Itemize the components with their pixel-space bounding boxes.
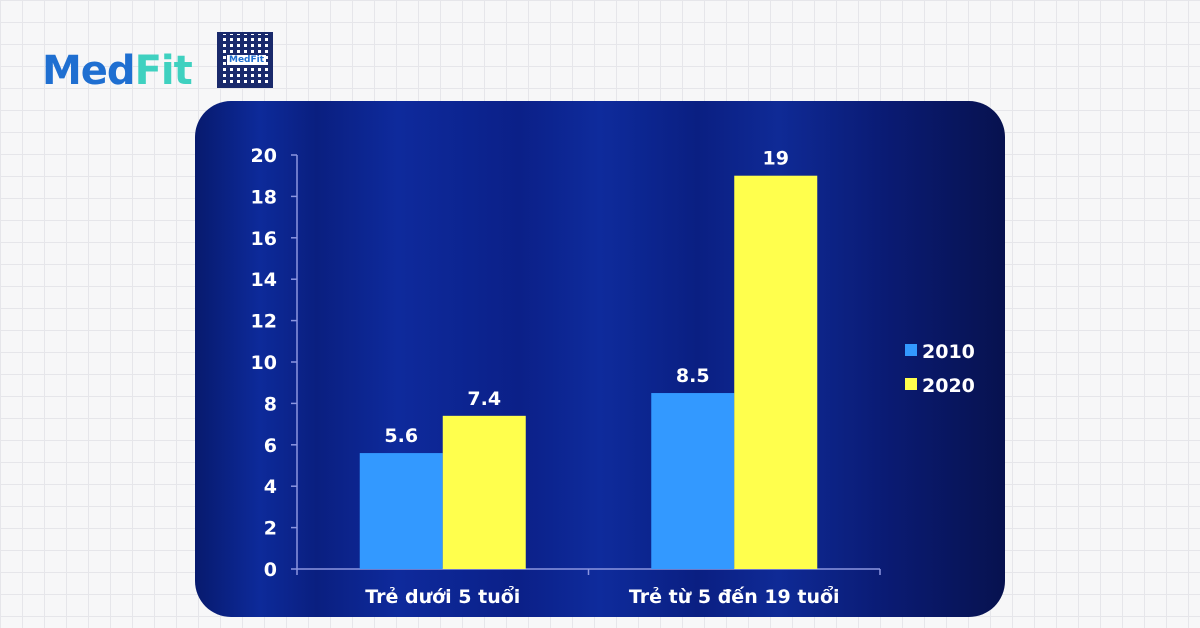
y-tick-label: 20 (251, 145, 277, 167)
y-tick-label: 12 (251, 311, 277, 333)
bar-chart: 0 2 4 6 8 10 12 14 16 18 20 5.6 7.4 Trẻ dưới 5 tuổi 8.… (251, 145, 975, 608)
logo-text-fit: Fit (134, 48, 193, 94)
legend-swatch (905, 344, 917, 356)
bar-2020 (442, 415, 526, 569)
data-label: 5.6 (384, 425, 418, 447)
bar-2010 (651, 393, 735, 569)
y-tick-label: 16 (251, 228, 277, 250)
x-category-label: Trẻ từ 5 đến 19 tuổi (629, 585, 840, 608)
data-label: 8.5 (676, 365, 710, 387)
y-tick-label: 6 (264, 435, 277, 457)
y-tick-label: 0 (264, 559, 277, 581)
qr-label: MedFit (227, 55, 267, 65)
y-tick-label: 4 (264, 476, 277, 498)
y-tick-label: 18 (251, 186, 277, 208)
bar-2010 (359, 453, 443, 569)
x-category-label: Trẻ dưới 5 tuổi (365, 585, 520, 608)
medfit-logo: MedFit (42, 48, 193, 94)
data-label: 7.4 (467, 388, 501, 410)
legend-label: 2010 (922, 341, 975, 363)
data-label: 19 (763, 148, 789, 170)
chart-card: 0 2 4 6 8 10 12 14 16 18 20 5.6 7.4 Trẻ dưới 5 tuổi 8.… (195, 101, 1005, 617)
legend-swatch (905, 378, 917, 390)
qr-code: MedFit (217, 32, 273, 88)
bar-2020 (734, 175, 818, 569)
y-tick-label: 14 (251, 269, 277, 291)
y-tick-label: 2 (264, 518, 277, 540)
y-tick-label: 10 (251, 352, 277, 374)
logo-text-med: Med (42, 48, 136, 94)
legend-label: 2020 (922, 375, 975, 397)
y-tick-label: 8 (264, 393, 277, 415)
